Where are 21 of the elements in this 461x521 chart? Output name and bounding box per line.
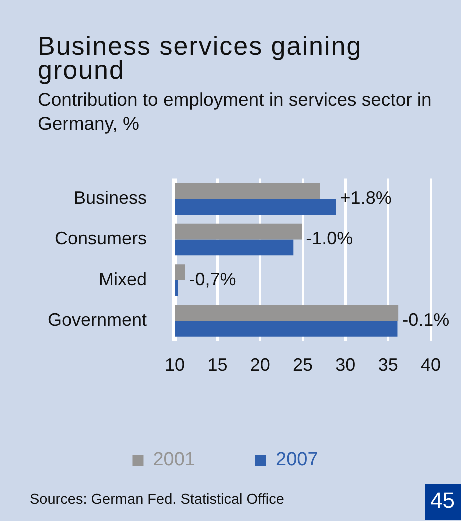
x-tick-label: 15 [208,355,228,376]
x-tick-label: 25 [293,355,314,376]
y-tick-label: Mixed [99,269,148,290]
annotation: +1.8% [340,188,392,208]
source-note: Sources: German Fed. Statistical Office [30,492,284,508]
y-tick-label: Government [48,310,148,330]
x-tick-label: 20 [250,355,270,376]
x-tick-label: 40 [420,355,442,376]
text: 45 [424,484,461,520]
legend-label: 2001 [153,450,196,471]
y-tick-label: Business [74,188,148,208]
y-tick-label: Consumers [55,228,148,249]
chart-title: Business services gaining ground [38,31,364,85]
annotation: -0,7% [189,269,236,290]
x-tick-label: 30 [336,355,356,376]
annotation: -1.0% [306,228,354,249]
annotation: -0.1% [402,310,450,330]
legend-label: 2007 [276,450,318,471]
x-tick-label: 10 [165,355,186,376]
chart-subtitle: Contribution to employment in services sector in Germany, % [38,88,433,136]
x-tick-label: 35 [378,355,398,376]
